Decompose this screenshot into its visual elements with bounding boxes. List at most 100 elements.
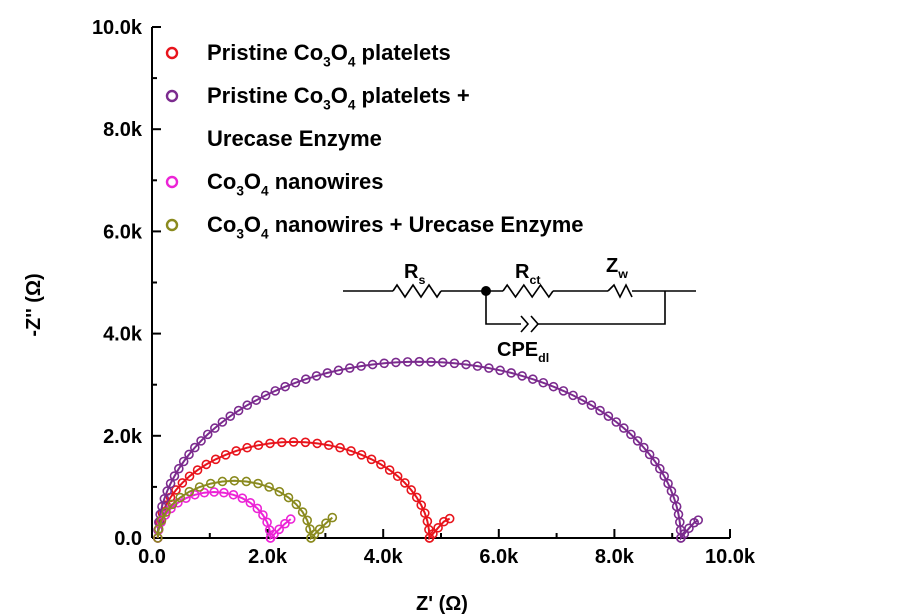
data-point bbox=[335, 442, 345, 453]
data-point bbox=[603, 411, 614, 421]
data-point bbox=[202, 429, 213, 440]
data-point bbox=[260, 390, 271, 401]
data-point bbox=[210, 423, 220, 433]
series-0 bbox=[152, 437, 455, 543]
series-line bbox=[156, 440, 451, 541]
data-point bbox=[577, 395, 588, 405]
data-point bbox=[253, 478, 263, 489]
data-point bbox=[639, 442, 649, 453]
data-point bbox=[309, 529, 320, 540]
data-point bbox=[225, 411, 236, 421]
data-point bbox=[175, 492, 186, 503]
data-point bbox=[184, 471, 195, 482]
data-point bbox=[437, 357, 448, 368]
legend-marker-2 bbox=[165, 175, 179, 189]
data-point bbox=[242, 400, 253, 411]
data-point bbox=[484, 363, 494, 373]
legend-marker-0 bbox=[165, 46, 179, 60]
data-point bbox=[333, 365, 344, 376]
data-point bbox=[274, 486, 285, 497]
legend-label-1: Urecase Enzyme bbox=[207, 126, 382, 151]
data-point bbox=[210, 454, 221, 465]
data-point bbox=[174, 463, 184, 474]
axes bbox=[151, 26, 731, 539]
x-tick-labels: 0.0 2.0k 4.0k 6.0k 8.0k 10.0k bbox=[138, 546, 756, 568]
data-point bbox=[684, 523, 694, 534]
data-point bbox=[301, 374, 311, 384]
data-point bbox=[280, 518, 290, 529]
legend: Pristine Co3O4 platelets Pristine Co3O4 p… bbox=[165, 40, 583, 242]
data-point bbox=[392, 471, 403, 482]
x-tick-label: 6.0k bbox=[479, 546, 519, 568]
series-1 bbox=[152, 356, 704, 543]
data-point bbox=[291, 499, 302, 510]
data-point bbox=[217, 476, 228, 487]
legend-label-1: Pristine Co3O4 platelets + bbox=[207, 83, 470, 113]
data-point bbox=[402, 357, 413, 367]
data-point bbox=[611, 417, 622, 427]
data-point bbox=[219, 487, 229, 498]
equivalent-circuit: Rs Rct Zw CPEdl bbox=[343, 255, 696, 365]
data-point bbox=[229, 475, 240, 486]
data-point bbox=[367, 359, 378, 370]
data-point bbox=[258, 510, 268, 520]
y-tick-label: 2.0k bbox=[103, 426, 143, 448]
data-point bbox=[288, 437, 299, 447]
data-point bbox=[655, 463, 665, 474]
data-point bbox=[411, 492, 422, 503]
legend-marker-1 bbox=[165, 89, 179, 103]
data-point bbox=[199, 487, 210, 498]
data-point bbox=[269, 529, 279, 540]
y-tick-label: 0.0 bbox=[114, 528, 142, 550]
data-point bbox=[152, 533, 163, 543]
series-line bbox=[156, 479, 333, 541]
data-point bbox=[194, 482, 205, 492]
x-axis-title: Z' (Ω) bbox=[416, 593, 468, 615]
data-point bbox=[209, 487, 219, 497]
data-point bbox=[241, 476, 252, 487]
data-point bbox=[416, 500, 427, 510]
legend-label-2: Co3O4 nanowires bbox=[207, 169, 384, 199]
data-point bbox=[231, 446, 242, 456]
wire bbox=[538, 291, 666, 325]
data-point bbox=[384, 465, 395, 475]
data-point bbox=[184, 486, 195, 497]
data-point bbox=[632, 436, 643, 446]
x-tick-label: 10.0k bbox=[705, 546, 756, 568]
data-point bbox=[192, 465, 203, 475]
resistor-rs bbox=[392, 283, 442, 299]
data-point bbox=[251, 395, 262, 405]
data-point bbox=[659, 471, 669, 481]
y-tick-labels: 0.0 2.0k 4.0k 6.0k 8.0k 10.0k bbox=[92, 17, 143, 550]
circuit-label-rs: Rs bbox=[404, 261, 425, 287]
data-point bbox=[177, 478, 188, 488]
data-point bbox=[190, 442, 200, 453]
data-point bbox=[528, 374, 538, 384]
data-point bbox=[184, 449, 194, 460]
data-point bbox=[201, 459, 212, 470]
data-point bbox=[400, 478, 410, 488]
data-point bbox=[220, 450, 231, 460]
data-point bbox=[323, 440, 334, 451]
data-point bbox=[356, 361, 366, 371]
data-point bbox=[644, 449, 655, 460]
cpe-element bbox=[520, 315, 540, 333]
data-point bbox=[153, 524, 164, 534]
data-point bbox=[663, 478, 673, 489]
data-point bbox=[265, 438, 275, 449]
data-point bbox=[171, 485, 181, 495]
data-point bbox=[165, 478, 176, 489]
data-point bbox=[245, 497, 256, 508]
data-point bbox=[538, 377, 549, 388]
x-tick-label: 4.0k bbox=[364, 546, 404, 568]
data-point bbox=[276, 437, 287, 448]
data-point bbox=[280, 381, 290, 392]
data-point bbox=[379, 358, 390, 369]
y-tick-label: 10.0k bbox=[92, 17, 143, 39]
data-series bbox=[152, 356, 704, 543]
data-point bbox=[285, 514, 296, 524]
data-point bbox=[290, 377, 301, 388]
data-point bbox=[693, 515, 704, 525]
data-point bbox=[420, 508, 430, 518]
